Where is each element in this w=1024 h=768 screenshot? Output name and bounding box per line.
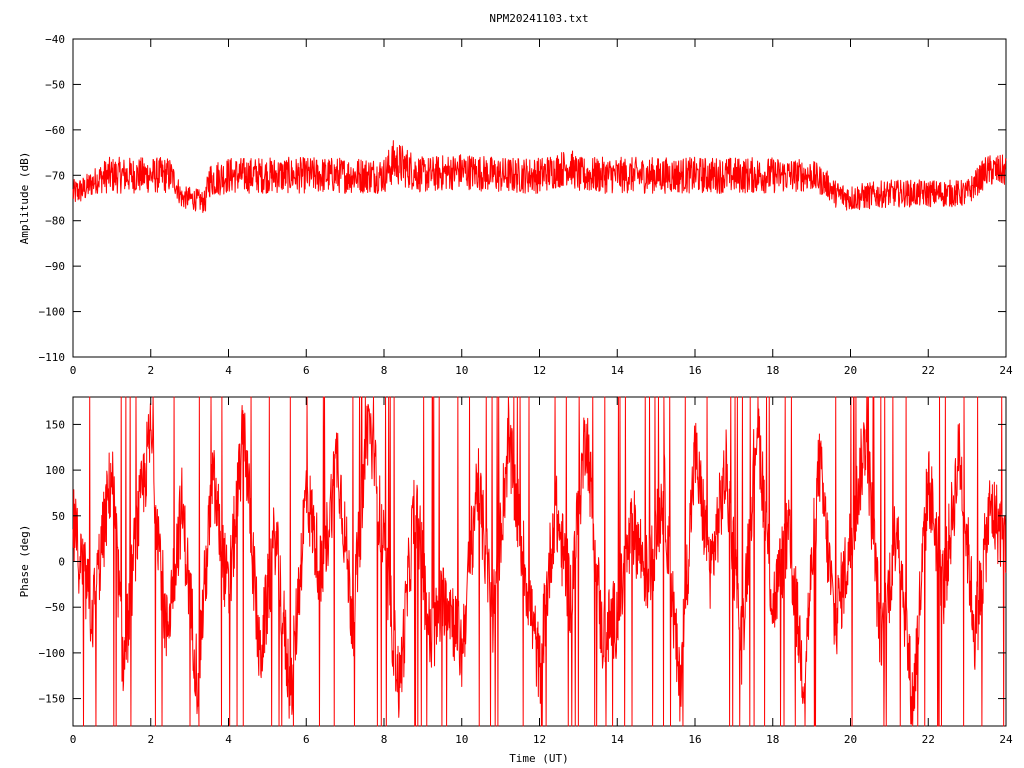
amplitude-axis-label: Amplitude (dB) (18, 152, 31, 245)
x-tick-label: 24 (999, 733, 1013, 746)
x-tick-label: 2 (147, 733, 154, 746)
x-tick-label: 4 (225, 364, 232, 377)
chart-title: NPM20241103.txt (489, 12, 588, 25)
x-tick-label: 16 (688, 733, 701, 746)
x-tick-label: 8 (381, 364, 388, 377)
x-tick-label: 18 (766, 733, 779, 746)
x-tick-label: 22 (922, 364, 935, 377)
x-tick-label: 0 (70, 364, 77, 377)
x-tick-label: 0 (70, 733, 77, 746)
amplitude-line (72, 140, 1007, 213)
y-tick-label: −40 (45, 33, 65, 46)
x-tick-label: 12 (533, 733, 546, 746)
x-tick-label: 24 (999, 364, 1013, 377)
x-tick-label: 14 (611, 733, 625, 746)
y-tick-label: −110 (39, 351, 66, 364)
phase-panel: 0 2 4 6 8 10 12 14 16 18 20 22 24−150−100−5005010015… (18, 396, 1013, 765)
x-tick-label: 8 (381, 733, 388, 746)
y-tick-label: −50 (45, 78, 65, 91)
y-tick-label: −50 (45, 601, 65, 614)
x-tick-label: 14 (611, 364, 625, 377)
y-tick-label: −90 (45, 260, 65, 273)
x-tick-label: 10 (455, 364, 468, 377)
x-tick-label: 20 (844, 733, 857, 746)
x-tick-label: 22 (922, 733, 935, 746)
y-tick-label: 100 (45, 464, 65, 477)
phase-ticks: 0 2 4 6 8 10 12 14 16 18 20 22 24−150−100−5005010015… (39, 397, 1013, 746)
amplitude-ticks: 0 2 4 6 8 10 12 14 16 18 20 22 24−110−100−90−80−70−6… (39, 33, 1013, 377)
phase-series (72, 396, 1007, 727)
y-tick-label: −80 (45, 215, 65, 228)
y-tick-label: −150 (39, 693, 66, 706)
y-tick-label: 150 (45, 418, 65, 431)
y-tick-label: 50 (52, 510, 65, 523)
x-tick-label: 6 (303, 364, 310, 377)
y-tick-label: −70 (45, 169, 65, 182)
x-tick-label: 12 (533, 364, 546, 377)
phase-line (72, 396, 1007, 727)
x-tick-label: 16 (688, 364, 701, 377)
y-tick-label: 0 (58, 556, 65, 569)
x-tick-label: 4 (225, 733, 232, 746)
amplitude-series (72, 140, 1007, 213)
x-tick-label: 2 (147, 364, 154, 377)
amplitude-panel: 0 2 4 6 8 10 12 14 16 18 20 22 24−110−100−90−80−70−6… (18, 33, 1013, 377)
x-tick-label: 20 (844, 364, 857, 377)
phase-axis-label: Phase (deg) (18, 525, 31, 598)
time-axis-label: Time (UT) (509, 752, 569, 765)
y-tick-label: −60 (45, 124, 65, 137)
y-tick-label: −100 (39, 647, 66, 660)
y-tick-label: −100 (39, 306, 66, 319)
x-tick-label: 18 (766, 364, 779, 377)
x-tick-label: 10 (455, 733, 468, 746)
x-tick-label: 6 (303, 733, 310, 746)
